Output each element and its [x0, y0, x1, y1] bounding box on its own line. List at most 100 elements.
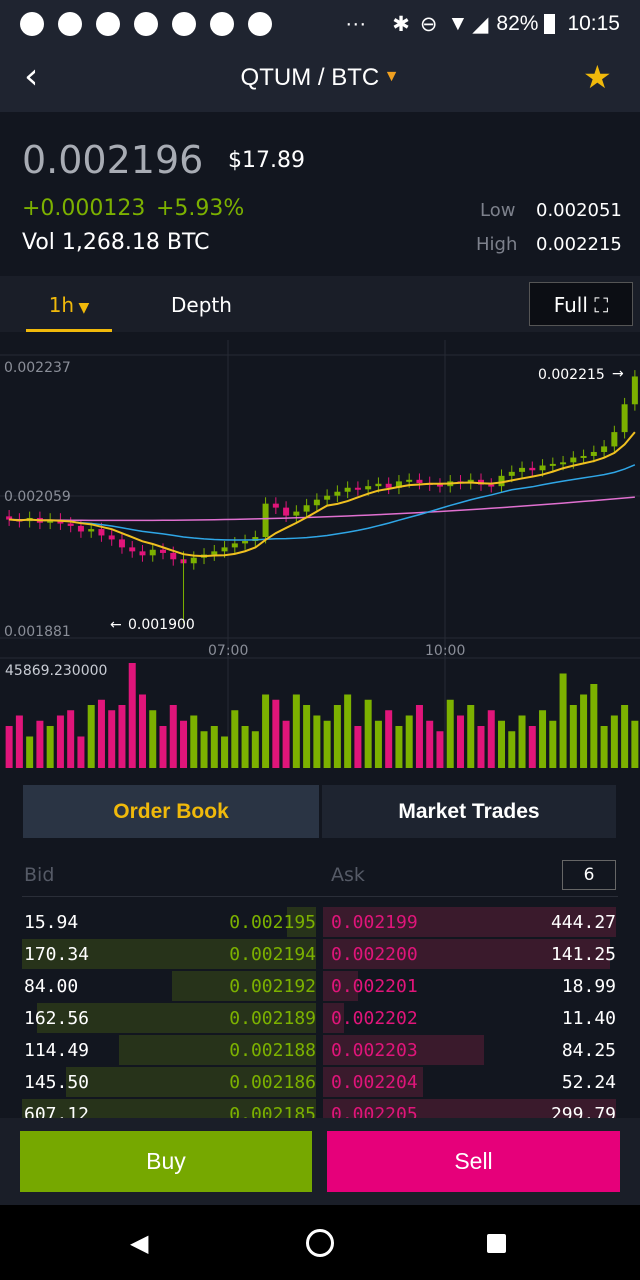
candle — [395, 481, 402, 488]
ask-row[interactable]: 0.002199 444.27 — [331, 907, 616, 937]
ma25-line — [9, 464, 636, 541]
ask-row[interactable]: 0.002200 141.25 — [331, 939, 616, 969]
tab-interval[interactable]: 1h ▼ — [26, 276, 112, 332]
volume-bar — [292, 694, 300, 768]
ask-depth-bar — [323, 1035, 485, 1065]
ask-row[interactable]: 0.002204 52.24 — [331, 1067, 616, 1097]
favorite-star-icon[interactable]: ★ — [583, 58, 612, 96]
volume-bar — [149, 710, 157, 768]
candle — [252, 537, 259, 542]
fullscreen-button[interactable]: Full ⛶ — [529, 282, 633, 326]
high-value: 0.002215 — [536, 234, 622, 255]
back-nav-icon[interactable]: ◀ — [130, 1229, 149, 1257]
candle — [436, 484, 443, 487]
ask-row[interactable]: 0.002203 84.25 — [331, 1035, 616, 1065]
volume-bar — [190, 715, 198, 768]
bid-depth-bar — [286, 907, 316, 937]
volume-bar — [180, 720, 188, 768]
last-price: 0.002196 — [22, 138, 204, 182]
buy-button[interactable]: Buy — [20, 1131, 312, 1192]
tab-market-trades[interactable]: Market Trades — [322, 785, 616, 838]
low-value: 0.002051 — [536, 200, 622, 221]
tab-order-book[interactable]: Order Book — [23, 785, 319, 838]
candle — [478, 479, 484, 485]
volume-bar — [477, 726, 485, 768]
candle — [334, 491, 341, 496]
candle — [170, 552, 177, 560]
candlestick-chart[interactable]: 0.002237 0.002059 0.001881 07:00 10:00 0.0022… — [0, 340, 640, 770]
volume-bar — [26, 736, 34, 768]
dropdown-icon: ▼ — [74, 300, 90, 316]
nav-bar: ‹ QTUM / BTC ▼ ★ — [0, 48, 640, 112]
system-nav-bar: ◀ — [0, 1205, 640, 1280]
ask-depth-bar — [323, 1067, 423, 1097]
candle — [539, 465, 546, 471]
line-icon — [210, 12, 234, 36]
volume-bar — [456, 715, 464, 768]
band-icon — [20, 12, 44, 36]
ma7-line — [9, 431, 636, 558]
volume-bar — [46, 726, 54, 768]
candle — [601, 446, 608, 452]
ask-depth-bar — [323, 971, 359, 1001]
tab-depth[interactable]: Depth — [171, 293, 232, 317]
volume-bar — [87, 705, 95, 768]
volume-bar — [282, 720, 290, 768]
y-label-bottom: 0.001881 — [4, 624, 71, 640]
candle — [344, 487, 351, 492]
home-nav-icon[interactable] — [306, 1229, 334, 1257]
recents-nav-icon[interactable] — [487, 1234, 506, 1253]
ask-amount: 84.25 — [561, 1039, 616, 1061]
more-icon: ··· — [345, 12, 367, 35]
bid-row[interactable]: 162.56 0.002189 — [24, 1003, 316, 1033]
bid-row[interactable]: 170.34 0.002194 — [24, 939, 316, 969]
volume-bar — [436, 731, 444, 768]
ask-row[interactable]: 0.002202 11.40 — [331, 1003, 616, 1033]
bid-price: 0.002192 — [229, 975, 316, 997]
bid-row[interactable]: 84.00 0.002192 — [24, 971, 316, 1001]
status-bar: ··· ✱ ⊖ ▼ ◢ 82% 10:15 — [0, 0, 640, 48]
volume-bar — [231, 710, 239, 768]
volume-bar — [354, 726, 362, 768]
back-button[interactable]: ‹ — [24, 56, 39, 97]
ma99-line — [9, 496, 635, 522]
volume-bar — [364, 699, 372, 768]
volume-bar — [426, 720, 434, 768]
clock: 10:15 — [567, 12, 620, 35]
bid-amount: 170.34 — [24, 943, 90, 965]
candle — [590, 451, 597, 456]
candle — [118, 539, 125, 548]
candle — [67, 523, 74, 526]
bid-depth-bar — [171, 971, 316, 1001]
volume-bar — [539, 710, 547, 768]
bid-price: 0.002194 — [229, 943, 316, 965]
candle — [498, 475, 505, 487]
volume-bar — [221, 736, 229, 768]
volume-bar — [36, 720, 44, 768]
signal-icon: ◢ — [472, 12, 489, 36]
candle — [211, 551, 218, 555]
pair-title: QTUM / BTC — [240, 64, 380, 91]
candle — [88, 529, 95, 532]
ask-row[interactable]: 0.002201 18.99 — [331, 971, 616, 1001]
volume-bar — [15, 715, 23, 768]
volume-bar — [385, 710, 393, 768]
chart-tabs: 1h ▼ Depth Full ⛶ — [0, 276, 640, 332]
candle — [221, 547, 228, 552]
volume-bar — [580, 694, 588, 768]
ask-amount: 11.40 — [561, 1007, 616, 1029]
sell-button[interactable]: Sell — [327, 1131, 620, 1192]
price-change: +0.000123 — [22, 196, 146, 221]
bid-amount: 145.50 — [24, 1071, 90, 1093]
volume-bar — [590, 684, 598, 768]
volume-bar — [200, 731, 208, 768]
bid-row[interactable]: 145.50 0.002186 — [24, 1067, 316, 1097]
volume-bar — [344, 694, 352, 768]
depth-selector[interactable]: 6 — [562, 860, 616, 890]
bid-row[interactable]: 114.49 0.002188 — [24, 1035, 316, 1065]
ask-depth-bar — [323, 1003, 344, 1033]
low-marker: 0.001900 — [128, 617, 195, 633]
pair-selector[interactable]: QTUM / BTC ▼ — [0, 64, 640, 92]
candle — [293, 511, 300, 516]
bid-row[interactable]: 15.94 0.002195 — [24, 907, 316, 937]
